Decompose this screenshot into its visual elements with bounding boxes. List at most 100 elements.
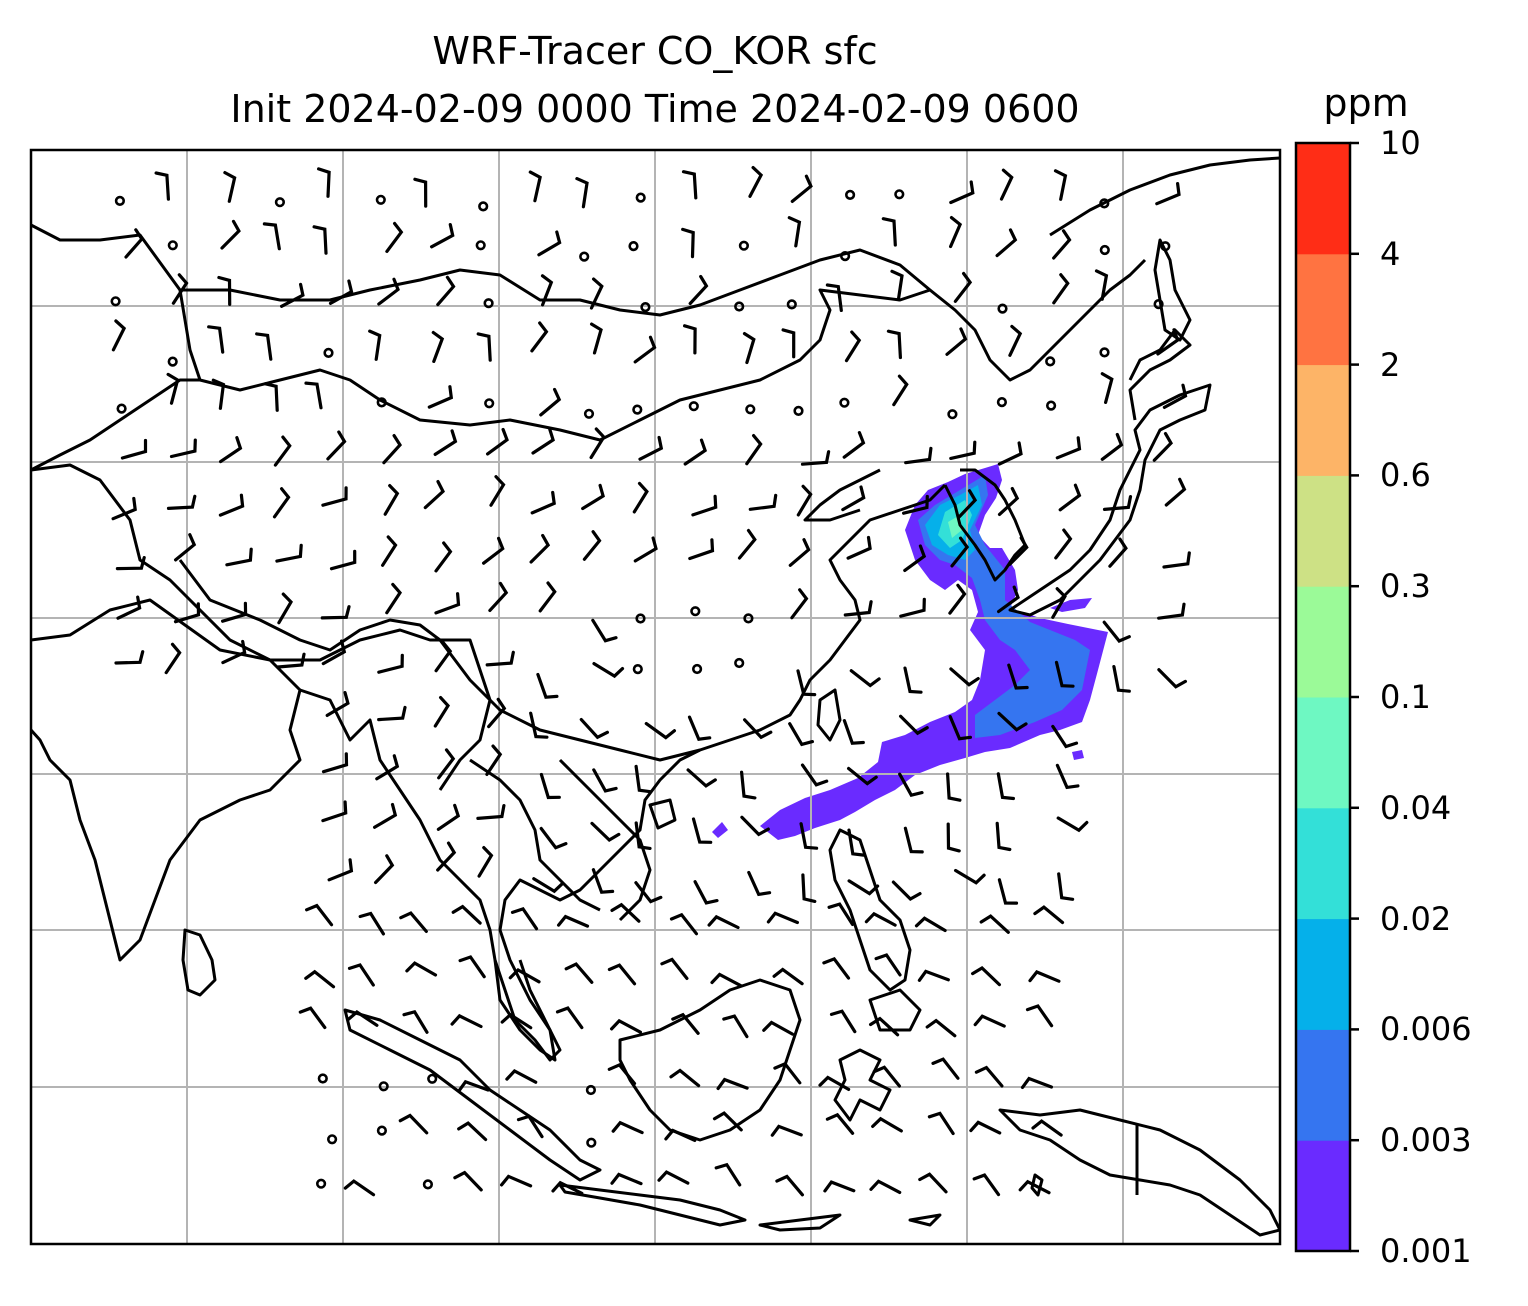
wind-barb: [220, 219, 241, 250]
wind-barb: [1057, 872, 1075, 901]
calm-wind-marker: [1160, 241, 1171, 252]
calm-wind-marker: [323, 347, 334, 359]
wind-barb: [766, 911, 799, 925]
calm-wind-marker: [743, 613, 754, 624]
wind-barb: [1162, 383, 1188, 409]
wind-barb: [973, 1014, 1006, 1028]
wind-barb: [710, 972, 743, 988]
calm-wind-marker: [947, 409, 958, 420]
wind-barb: [430, 223, 455, 249]
calm-wind-marker: [1099, 347, 1110, 358]
wind-barb: [382, 434, 403, 465]
wind-barb: [590, 821, 621, 842]
calm-wind-marker: [997, 303, 1008, 314]
coastline-philippines: [828, 828, 912, 992]
wind-barb: [745, 434, 763, 466]
wind-barb: [770, 1124, 803, 1137]
wind-barb: [949, 440, 977, 460]
calm-wind-marker: [691, 663, 703, 675]
wind-barb: [747, 870, 772, 897]
colorbar-segment: [1296, 475, 1350, 587]
wind-barb: [555, 1006, 584, 1030]
wind-barb: [829, 1009, 857, 1034]
wind-barb: [799, 822, 819, 850]
wind-barb: [722, 1014, 749, 1039]
wind-barb: [1052, 229, 1072, 260]
calm-wind-marker: [586, 1137, 597, 1148]
wind-barb: [277, 592, 293, 625]
wind-barb: [953, 271, 973, 303]
wind-barb: [217, 275, 232, 306]
wind-barb: [801, 873, 817, 903]
wind-barb: [610, 902, 641, 923]
wind-barb: [413, 177, 428, 208]
wind-barb: [114, 650, 145, 665]
coastline-islands-south: [758, 1213, 842, 1232]
colorbar-tick-label: 0.003: [1380, 1121, 1472, 1160]
wind-barb: [669, 1068, 701, 1088]
wind-barb: [343, 1179, 376, 1197]
wind-barb: [997, 486, 1020, 516]
wind-barb: [536, 672, 559, 699]
calm-wind-marker: [844, 189, 856, 200]
wind-barb: [712, 1111, 743, 1132]
wind-barb: [1051, 724, 1079, 749]
wind-barb: [1156, 328, 1180, 356]
wind-barb: [890, 269, 904, 302]
wind-barb: [457, 1079, 490, 1093]
wind-barb: [317, 167, 331, 198]
wind-barb: [899, 597, 926, 618]
wind-barb: [716, 1077, 749, 1091]
wind-barb: [691, 817, 713, 844]
wind-barb: [368, 329, 382, 361]
wind-barb: [997, 878, 1019, 905]
wind-barb: [385, 582, 403, 615]
wind-barb: [997, 585, 1020, 614]
wind-barb: [979, 914, 1010, 934]
wind-barb: [686, 768, 717, 788]
colorbar-segment: [1296, 1140, 1350, 1252]
wind-barb: [575, 177, 589, 209]
calm-wind-marker: [996, 397, 1008, 408]
wind-barb: [433, 696, 451, 728]
coastline-hokkaido: [1128, 328, 1192, 421]
wind-barb: [434, 541, 453, 573]
wind-barb: [842, 431, 866, 459]
wind-barb: [847, 828, 866, 857]
wind-barb: [918, 1172, 948, 1194]
wind-barb: [1008, 536, 1029, 566]
wind-barb: [904, 446, 933, 465]
colorbar-tick-label: 0.6: [1380, 456, 1431, 495]
wind-barb: [171, 273, 189, 305]
wind-barb: [903, 544, 927, 572]
colorbar-tick-label: 0.006: [1380, 1010, 1472, 1049]
wind-barb: [925, 1018, 957, 1038]
wind-barb: [423, 480, 445, 510]
wind-barb: [974, 1065, 1004, 1088]
colorbar-unit-label: ppm: [1323, 81, 1409, 125]
calm-wind-marker: [1045, 400, 1057, 411]
wind-barb: [173, 602, 201, 624]
calm-wind-marker: [376, 397, 387, 408]
colorbar-tick-label: 0.04: [1380, 788, 1452, 827]
calm-wind-marker: [376, 1125, 388, 1136]
wind-barb: [120, 438, 148, 460]
wind-barb: [325, 691, 350, 717]
coastline-borneo: [618, 978, 802, 1142]
coastlines-borders: [31, 156, 1280, 1237]
wind-barb: [634, 764, 652, 794]
wind-barb: [263, 382, 279, 412]
calm-wind-marker: [793, 405, 804, 417]
wind-barb: [914, 916, 947, 933]
wind-barb: [528, 170, 542, 203]
wind-barb: [773, 1061, 802, 1085]
wind-barb: [166, 372, 180, 405]
wind-barb: [931, 1057, 960, 1080]
calm-wind-marker: [635, 192, 646, 203]
coastline-java: [558, 1183, 747, 1227]
wind-barb: [1007, 663, 1029, 690]
wind-barb: [787, 216, 802, 248]
wind-barb: [823, 1180, 856, 1193]
wind-barb: [327, 858, 354, 882]
wind-barb: [592, 662, 625, 679]
